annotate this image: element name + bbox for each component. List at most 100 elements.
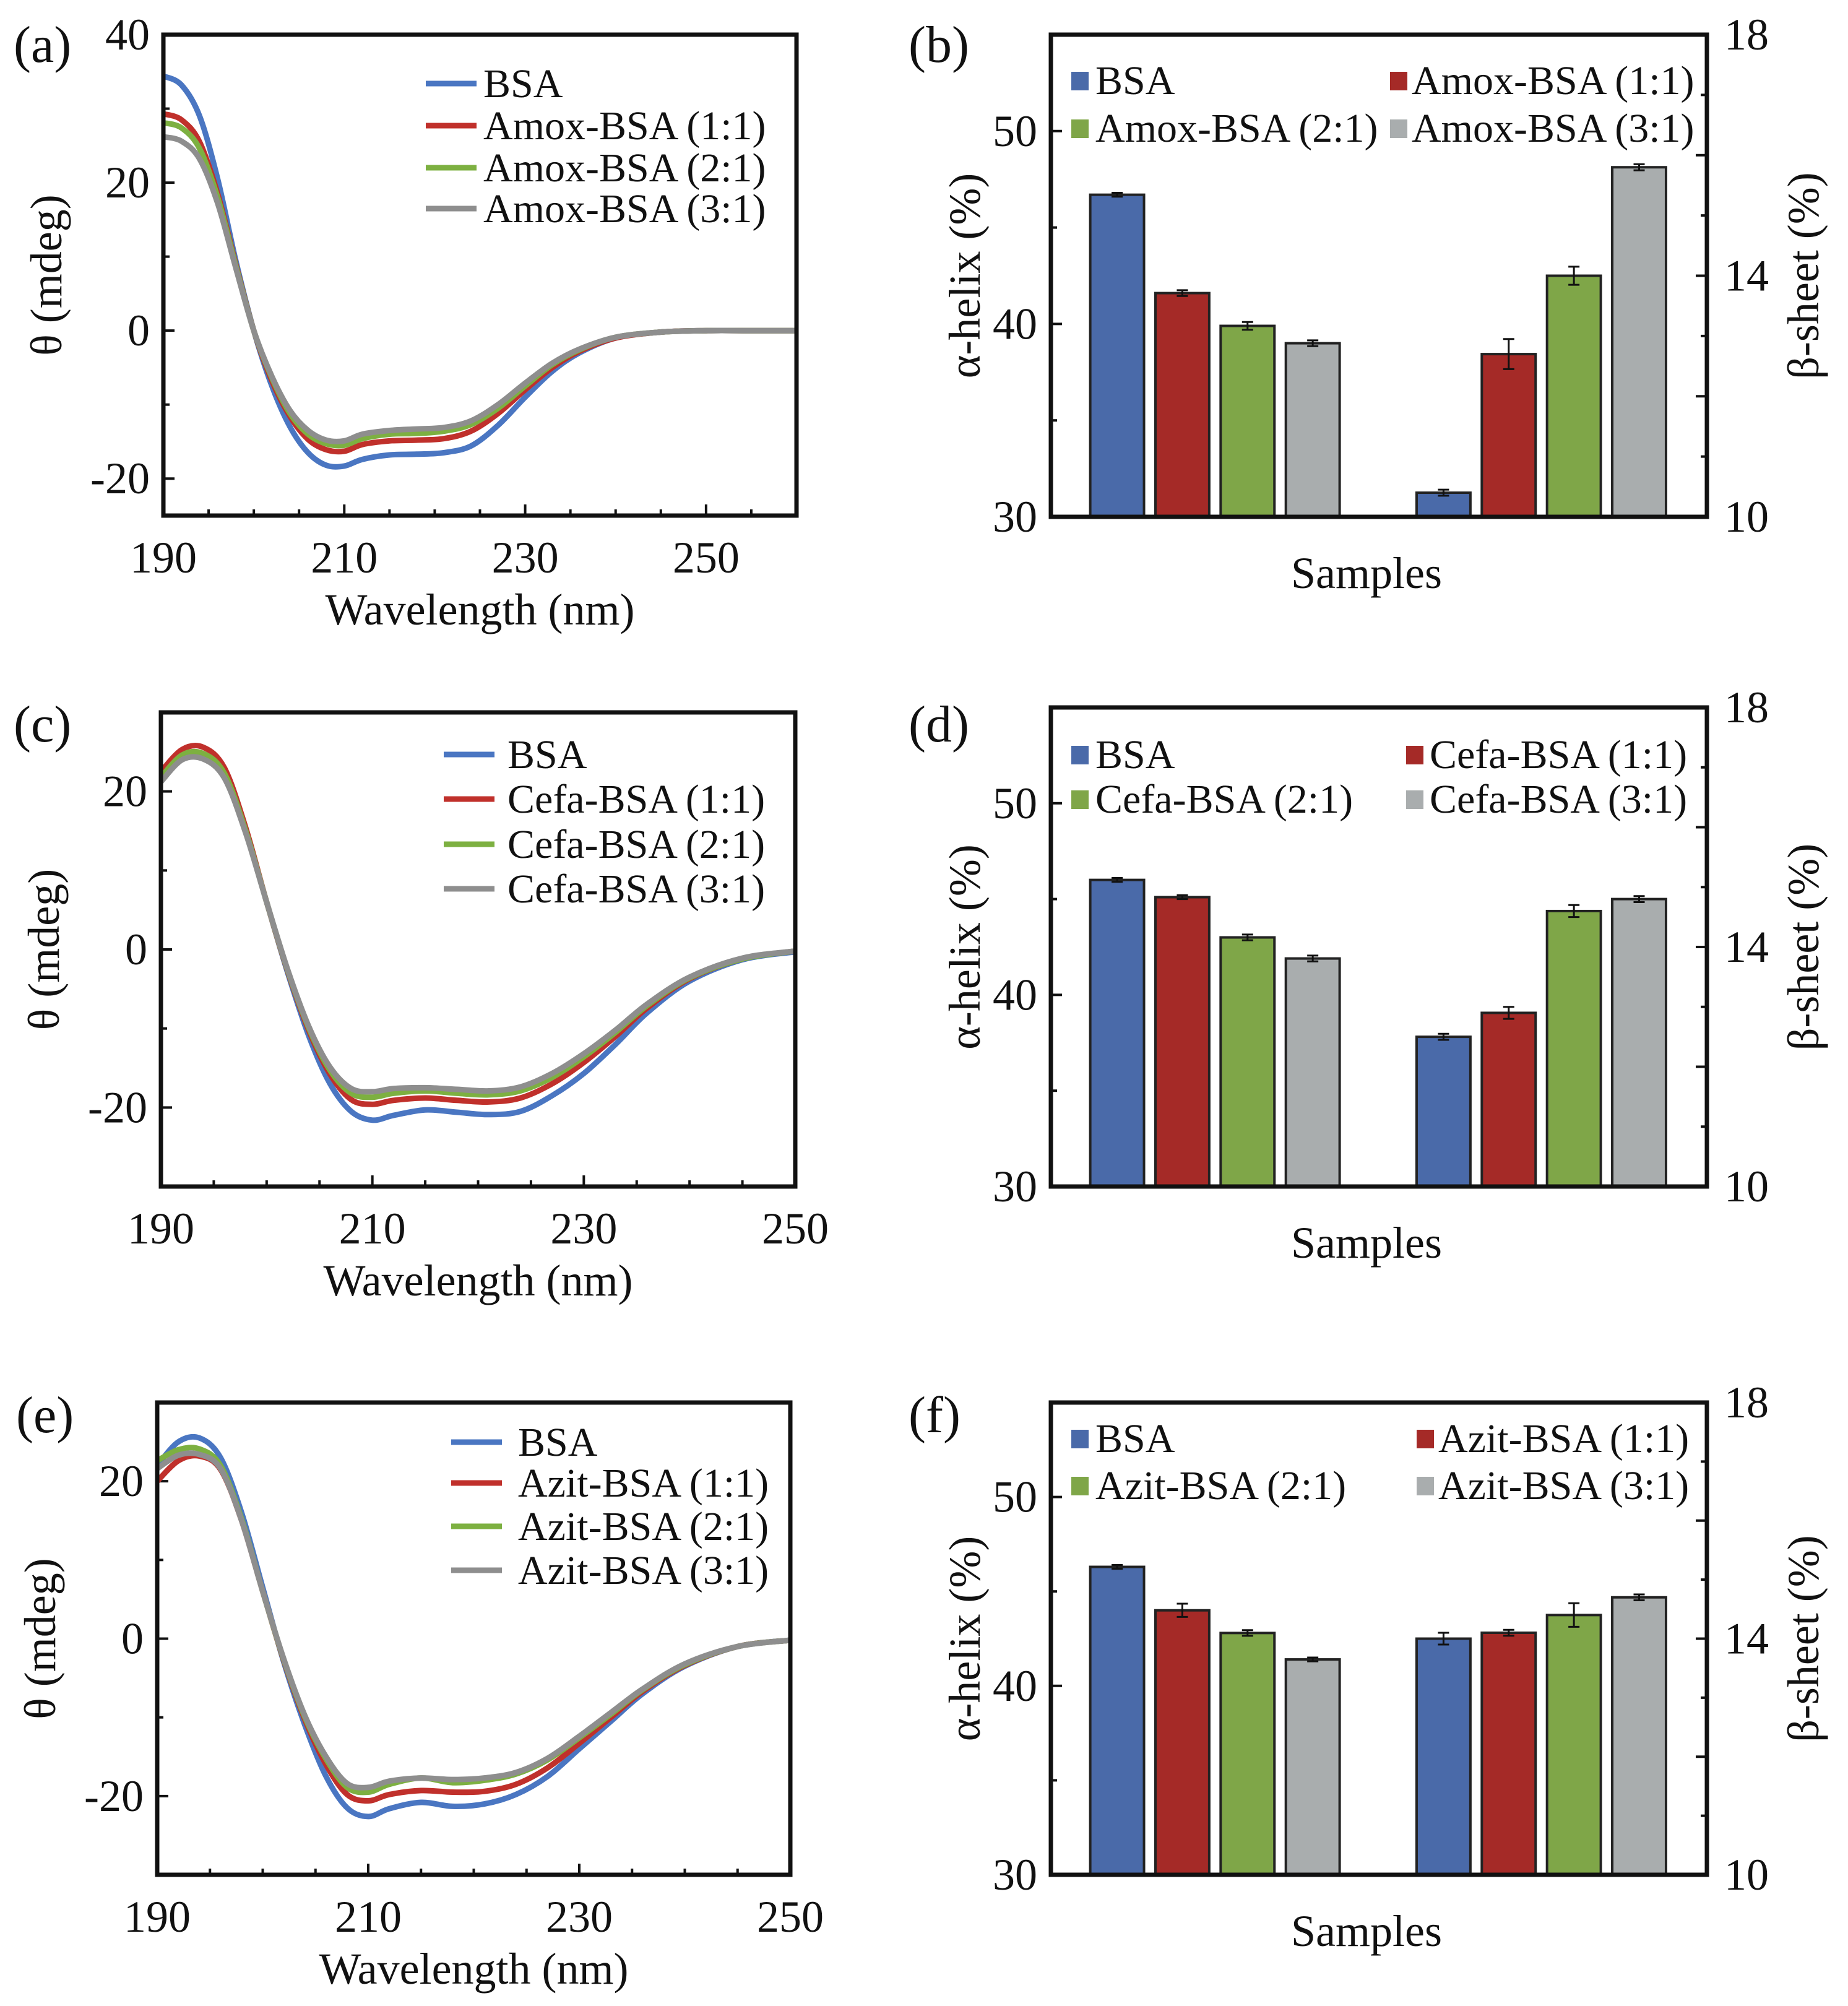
left-y-tick-label: 40 — [993, 299, 1037, 348]
bar-alpha-helix — [1219, 1632, 1276, 1876]
legend-swatch — [1071, 790, 1089, 809]
y-tick-label: -20 — [88, 1083, 147, 1132]
bar-beta-sheet — [1480, 353, 1537, 519]
left-y-tick-label: 40 — [993, 970, 1037, 1019]
y-tick-label: 0 — [121, 1614, 144, 1664]
legend-label: Amox-BSA (1:1) — [1412, 58, 1695, 103]
x-axis-label: Wavelength (nm) — [319, 1944, 628, 1994]
panel-label: (d) — [909, 696, 969, 753]
legend-swatch — [1417, 1477, 1434, 1495]
bar-alpha-helix — [1219, 324, 1276, 518]
x-tick-label: 230 — [492, 533, 559, 582]
panel-label: (c) — [14, 696, 71, 753]
bar-beta-sheet — [1415, 1035, 1472, 1188]
legend-label: BSA — [1095, 1416, 1175, 1461]
y-tick-label: 0 — [127, 306, 150, 355]
legend-label: Azit-BSA (3:1) — [1438, 1463, 1689, 1508]
legend-label: BSA — [518, 1420, 598, 1465]
legend-label: Cefa-BSA (3:1) — [1430, 777, 1687, 822]
bar-alpha-helix — [1154, 292, 1211, 518]
bar-beta-sheet — [1611, 1596, 1667, 1877]
panel-label: (f) — [909, 1386, 961, 1444]
y-tick-label: -20 — [90, 454, 150, 503]
x-tick-label: 250 — [673, 533, 740, 582]
x-axis-label: Samples — [1291, 548, 1442, 598]
left-y-axis-label: α-helix (%) — [940, 1536, 990, 1742]
legend-swatch — [1071, 746, 1089, 764]
bar-beta-sheet — [1611, 897, 1667, 1188]
y-axis-label: θ (mdeg) — [15, 1558, 65, 1719]
bar-alpha-helix — [1219, 936, 1276, 1188]
left-y-axis-label: α-helix (%) — [940, 173, 990, 379]
left-y-tick-label: 50 — [993, 779, 1037, 828]
x-tick-label: 250 — [757, 1892, 824, 1942]
bar-beta-sheet — [1480, 1631, 1537, 1876]
plot-frame — [1048, 1400, 1709, 1877]
legend-swatch — [1390, 72, 1407, 90]
bar-beta-sheet — [1611, 166, 1667, 519]
legend-label: Azit-BSA (2:1) — [518, 1504, 769, 1549]
x-tick-label: 190 — [130, 533, 197, 582]
right-y-tick-label: 14 — [1724, 922, 1769, 972]
y-tick-label: 20 — [99, 1456, 144, 1506]
legend-label: Amox-BSA (3:1) — [1412, 106, 1695, 151]
right-y-tick-label: 10 — [1724, 1850, 1769, 1900]
panel-label: (e) — [16, 1386, 74, 1444]
x-axis-label: Wavelength (nm) — [325, 585, 634, 634]
left-y-tick-label: 50 — [993, 1472, 1037, 1522]
legend-label: Amox-BSA (1:1) — [483, 103, 766, 149]
right-y-axis-label: β-sheet (%) — [1779, 844, 1828, 1050]
legend-label: Amox-BSA (2:1) — [483, 145, 766, 191]
bar-beta-sheet — [1545, 909, 1602, 1188]
right-y-axis-label: β-sheet (%) — [1779, 172, 1828, 379]
legend-label: BSA — [1095, 732, 1175, 777]
legend-label: Azit-BSA (2:1) — [1095, 1463, 1346, 1508]
y-tick-label: 20 — [105, 158, 150, 207]
bar-alpha-helix — [1284, 957, 1341, 1188]
bar-alpha-helix — [1089, 878, 1146, 1188]
y-tick-label: -20 — [84, 1771, 144, 1821]
y-tick-label: 20 — [103, 767, 147, 816]
legend-label: Azit-BSA (1:1) — [518, 1461, 769, 1506]
plot-frame — [161, 32, 799, 518]
legend-swatch — [1071, 72, 1089, 90]
legend-label: Cefa-BSA (1:1) — [1430, 732, 1687, 777]
y-axis-label: θ (mdeg) — [22, 194, 71, 355]
x-tick-label: 250 — [762, 1204, 829, 1253]
legend-label: Cefa-BSA (2:1) — [1095, 777, 1353, 822]
legend-label: BSA — [483, 61, 563, 106]
bar-beta-sheet — [1415, 1637, 1472, 1876]
legend-label: Cefa-BSA (2:1) — [507, 822, 765, 867]
plot-frame — [1048, 32, 1709, 519]
legend-swatch — [1390, 119, 1407, 138]
bar-alpha-helix — [1284, 342, 1341, 518]
legend-swatch — [1071, 1430, 1089, 1448]
right-y-tick-label: 18 — [1724, 683, 1769, 732]
x-axis-label: Wavelength (nm) — [323, 1256, 633, 1305]
bar-beta-sheet — [1545, 274, 1602, 518]
bar-beta-sheet — [1545, 1614, 1602, 1877]
legend-label: Azit-BSA (3:1) — [518, 1548, 769, 1593]
left-y-tick-label: 30 — [993, 1850, 1037, 1900]
right-y-tick-label: 10 — [1724, 1162, 1769, 1211]
left-y-tick-label: 30 — [993, 492, 1037, 542]
legend-label: BSA — [507, 732, 587, 777]
x-tick-label: 230 — [546, 1892, 613, 1942]
bar-alpha-helix — [1089, 193, 1146, 518]
legend-label: BSA — [1095, 58, 1175, 103]
right-y-axis-label: β-sheet (%) — [1779, 1535, 1828, 1742]
legend-label: Cefa-BSA (1:1) — [507, 777, 765, 822]
bar-beta-sheet — [1480, 1011, 1537, 1188]
left-y-tick-label: 40 — [993, 1661, 1037, 1711]
left-y-axis-label: α-helix (%) — [940, 844, 990, 1050]
legend-swatch — [1406, 746, 1423, 764]
x-tick-label: 210 — [311, 533, 378, 582]
x-tick-label: 230 — [550, 1204, 617, 1253]
x-tick-label: 210 — [339, 1204, 406, 1253]
plot-frame — [155, 1400, 793, 1877]
